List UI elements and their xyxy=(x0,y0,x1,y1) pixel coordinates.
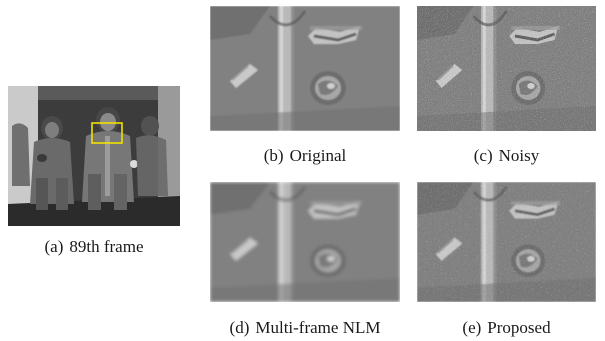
panel-a-caption: (a) 89th frame xyxy=(44,237,144,256)
panel-d-image xyxy=(210,182,400,302)
panel-a-image xyxy=(8,86,180,226)
panel-c-caption: (c) Noisy xyxy=(473,146,540,165)
panel-e-image xyxy=(417,182,596,302)
panel-c-image xyxy=(417,6,596,131)
panel-e-caption: (e) Proposed xyxy=(462,318,551,337)
panel-d-caption: (d) Multi-frame NLM xyxy=(229,318,381,337)
panel-b-image xyxy=(210,6,400,131)
panel-b-caption: (b) Original xyxy=(263,146,347,165)
